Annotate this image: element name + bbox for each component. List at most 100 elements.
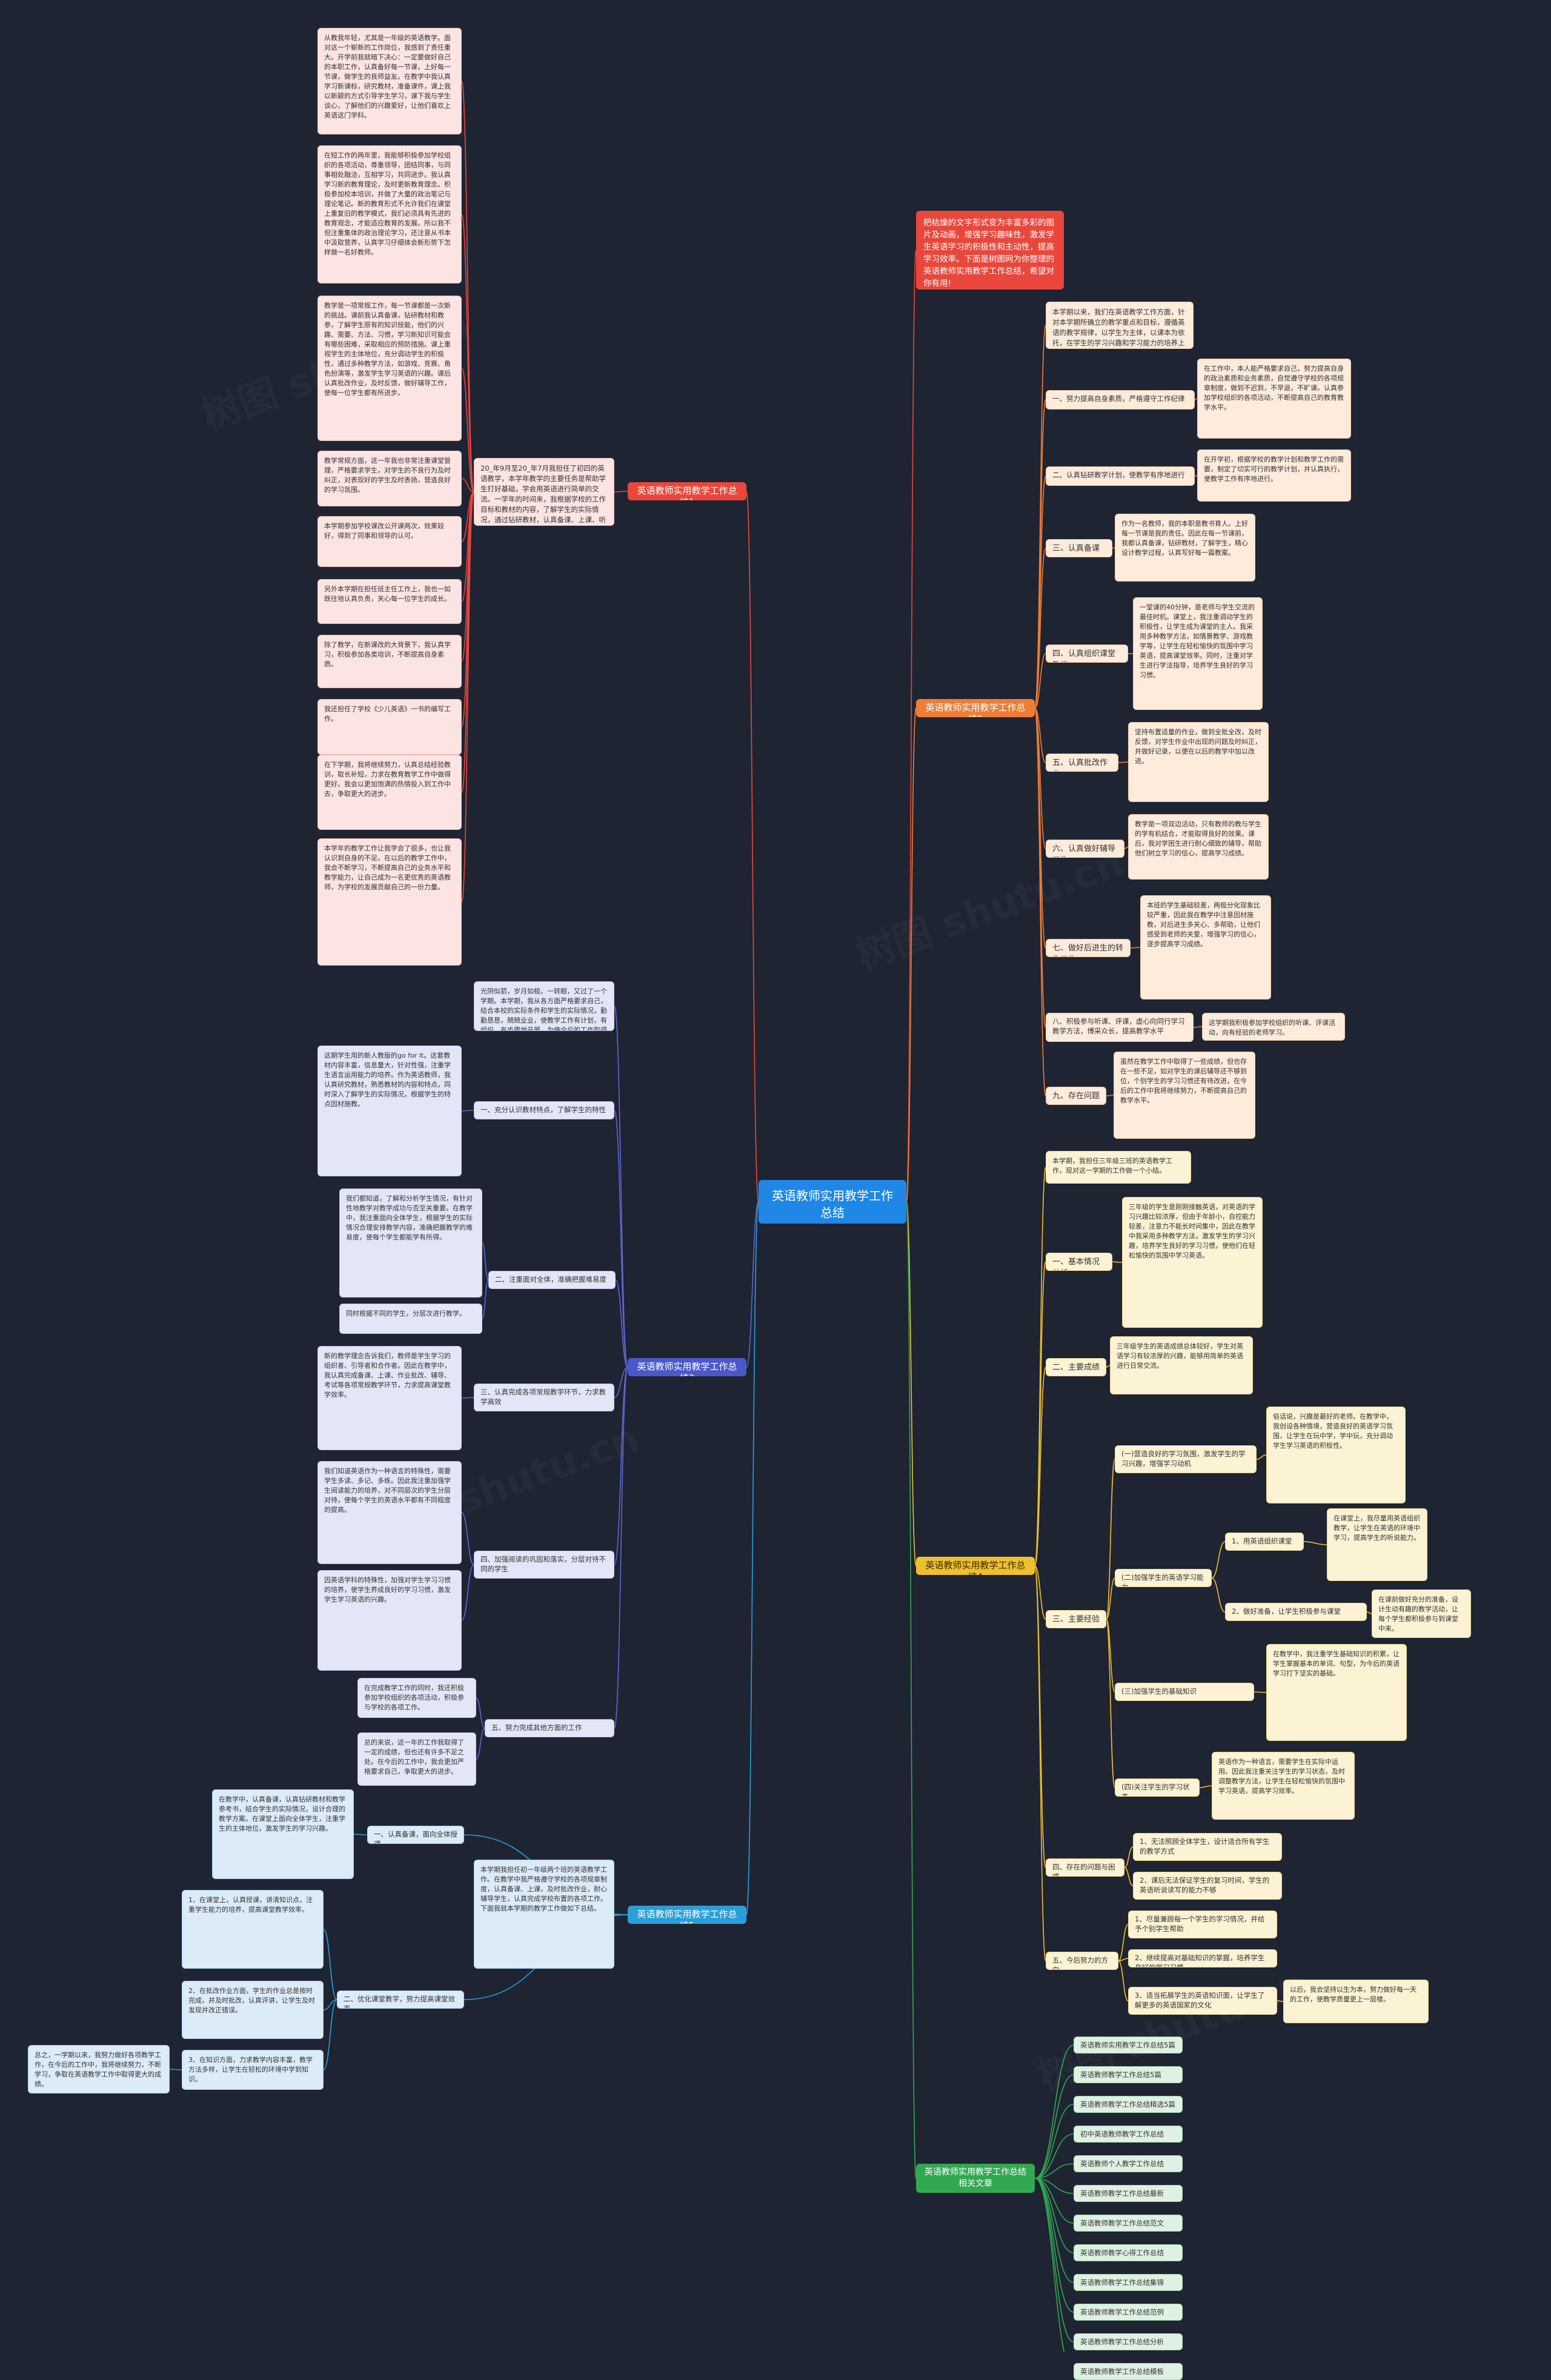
branch-2-item-detail[interactable]: 在开学初，根据学校的教学计划和教学工作的需要，制定了切实可行的教学计划，并认真执…	[1197, 449, 1351, 502]
branch-2-title[interactable]: 英语教师实用教学工作总结2	[916, 699, 1035, 717]
branch-2-item[interactable]: 七、做好后进生的转化工作	[1046, 939, 1131, 957]
branch-4-subsubitem-detail[interactable]: 在课堂上，我尽量用英语组织教学，让学生在英语的环境中学习，提高学生的听说能力。	[1327, 1508, 1427, 1581]
branch-3-item[interactable]: 一、充分认识教材特点，了解学生的特性	[474, 1101, 614, 1119]
branch-1-detail[interactable]: 我还担任了学校《少儿英语》一书的编写工作。	[317, 699, 462, 755]
branch-4-subitem[interactable]: (四)关注学生的学习状态	[1115, 1778, 1200, 1797]
branch-3-item-detail[interactable]: 在完成教学工作的同时，我还积极参加学校组织的各项活动，积极参与学校的各项工作。	[357, 1678, 476, 1718]
branch-4-subitem[interactable]: (二)加强学生的英语学习能力	[1115, 1569, 1212, 1587]
branch-1-detail[interactable]: 除了教学，在新课改的大背景下，我认真学习，积极参加各类培训，不断提高自身素质。	[317, 635, 462, 688]
branch-4-subsubitem-detail[interactable]: 在课前做好充分的准备，设计生动有趣的教学活动，让每个学生都积极参与到课堂中来。	[1372, 1589, 1471, 1638]
branch-1-detail[interactable]: 在短工作的两年里，我能够积极参加学校组织的各项活动，尊重领导，团结同事，与同事相…	[317, 145, 462, 283]
branch-4-subsubitem[interactable]: 2、做好准备，让学生积极参与课堂	[1225, 1603, 1367, 1621]
branch-3-item-detail[interactable]: 同时根据不同的学生，分层次进行教学。	[339, 1304, 482, 1334]
branch-4-subitem[interactable]: 2、课后无法保证学生的复习时间，学生的英语听说读写的能力不够	[1133, 1872, 1282, 1900]
branch-3-item-detail[interactable]: 我们都知道，了解和分析学生情况，有针对性地教学对教学成功与否至关重要。在教学中，…	[339, 1188, 482, 1298]
branch-4-subitem-detail[interactable]: 英语作为一种语言，需要学生在实际中运用。因此我注重关注学生的学习状态，及时调整教…	[1212, 1752, 1355, 1820]
branch-4-subitem[interactable]: (三)加强学生的基础知识	[1115, 1683, 1254, 1701]
branch-4-subitem-detail[interactable]: 以后，我会坚持以生为本，努力做好每一天的工作，使教学质量更上一层楼。	[1283, 1980, 1429, 2023]
branch-4-item-detail[interactable]: 三年级学生的英语成绩总体较好，学生对英语学习有较浓厚的兴趣，能够用简单的英语进行…	[1110, 1336, 1253, 1394]
branch-5-title[interactable]: 英语教师实用教学工作总结5	[628, 1906, 746, 1924]
branch-3-title[interactable]: 英语教师实用教学工作总结3	[628, 1358, 746, 1376]
branch-3-item-detail[interactable]: 我们知道英语作为一种语言的特殊性，需要学生多读、多记、多练。因此我注重加强学生阅…	[317, 1461, 462, 1564]
branch-2-item-detail[interactable]: 本班的学生基础较差，两极分化现象比较严重，因此我在教学中注意因材施教，对后进生多…	[1140, 895, 1271, 999]
branch-5-summary[interactable]: 本学期我担任初一年级两个班的英语教学工作。在教学中我严格遵守学校的各项规章制度，…	[474, 1860, 614, 1969]
branch-2-item[interactable]: 一、努力提高自身素质，严格遵守工作纪律	[1046, 390, 1195, 409]
branch-5-item[interactable]: 二、优化课堂教学，努力提高课堂效率	[337, 1991, 464, 2009]
branch-2-item[interactable]: 五、认真批改作业	[1046, 754, 1118, 772]
branch-3-summary[interactable]: 光阴似箭，岁月如梭。一转眼，又过了一个学期。本学期，我从各方面严格要求自己，结合…	[474, 981, 614, 1031]
branch-4-summary[interactable]: 本学期，我担任三年级三班的英语教学工作，现对这一学期的工作做一个小结。	[1046, 1151, 1191, 1184]
branch-2-item-detail[interactable]: 一堂课的40分钟，是老师与学生交流的最佳时机。课堂上，我注重调动学生的积极性，让…	[1133, 597, 1263, 710]
connector-line	[476, 1728, 485, 1760]
branch-6-title[interactable]: 英语教师实用教学工作总结相关文章	[916, 2164, 1035, 2193]
branch-4-item-detail[interactable]: 三年级的学生是刚刚接触英语，对英语的学习兴趣比较浓厚，但由于年龄小，自控能力较差…	[1122, 1197, 1263, 1328]
branch-2-item[interactable]: 三、认真备课	[1046, 539, 1112, 557]
branch-1-detail[interactable]: 另外本学期在担任班主任工作上，我也一如既往地认真负责，关心每一位学生的成长。	[317, 579, 462, 624]
branch-3-item-detail[interactable]: 新的教学理念告诉我们，教师是学生学习的组织者、引导者和合作者。因此在教学中，我认…	[317, 1346, 462, 1450]
branch-4-item[interactable]: 一、基本情况分析	[1046, 1253, 1112, 1271]
branch-1-detail[interactable]: 教学是一项常规工作，每一节课都是一次新的挑战。课前我认真备课，钻研教材和教参，了…	[317, 296, 462, 441]
root-topic[interactable]: 英语教师实用教学工作总结	[759, 1180, 906, 1224]
related-article-link[interactable]: 英语教师教学工作总结最新	[1074, 2185, 1183, 2202]
branch-4-title[interactable]: 英语教师实用教学工作总结4	[916, 1557, 1035, 1575]
branch-2-item-detail[interactable]: 虽然在教学工作中取得了一些成绩，但也存在一些不足，如对学生的课后辅导还不够到位，…	[1114, 1052, 1255, 1139]
branch-2-item-detail[interactable]: 作为一名教师，我的本职是教书育人。上好每一节课是我的责任。因此在每一节课前，我都…	[1115, 514, 1255, 582]
related-article-link[interactable]: 英语教师教学工作总结精选5篇	[1074, 2096, 1183, 2113]
branch-4-subitem[interactable]: (一)营造良好的学习氛围，激发学生的学习兴趣，增强学习动机	[1115, 1445, 1257, 1473]
branch-5-item-detail[interactable]: 2、在批改作业方面，学生的作业总是按时完成，并及时批改，认真评讲，让学生及时发现…	[182, 1981, 324, 2039]
related-article-link[interactable]: 英语教师教学工作总结范文	[1074, 2215, 1183, 2232]
branch-1-detail[interactable]: 从教我年轻，尤其是一年级的英语教学。面对这一个崭新的工作岗位，我感到了责任重大。…	[317, 28, 462, 134]
branch-4-item[interactable]: 二、主要成绩	[1046, 1358, 1106, 1376]
branch-1-summary[interactable]: 20_年9月至20_年7月我担任了初四的英语教学，本学年教学的主要任务是帮助学生…	[474, 458, 614, 526]
branch-3-item[interactable]: 五、努力完成其他方面的工作	[485, 1719, 614, 1737]
branch-4-item[interactable]: 五、今后努力的方向	[1046, 1952, 1118, 1970]
branch-3-item-detail[interactable]: 总的来说，这一年的工作我取得了一定的成绩，但也还有许多不足之处。在今后的工作中，…	[357, 1732, 476, 1786]
related-article-link[interactable]: 英语教师实用教学工作总结5篇	[1074, 2037, 1183, 2053]
branch-4-item[interactable]: 三、主要经验	[1046, 1610, 1106, 1628]
branch-3-item-detail[interactable]: 因英语学科的特殊性，加强对学生学习习惯的培养，使学生养成良好的学习习惯，激发学生…	[317, 1570, 462, 1671]
branch-4-subsubitem[interactable]: 1、用英语组织课堂	[1225, 1533, 1304, 1551]
branch-3-item[interactable]: 二、注重面对全体，准确把握难易度	[488, 1271, 616, 1289]
branch-2-item-detail[interactable]: 教学是一项双边活动，只有教师的教与学生的学有机结合，才能取得良好的效果。课后，我…	[1128, 814, 1269, 880]
related-article-link[interactable]: 英语教师教学工作总结5篇	[1074, 2066, 1183, 2083]
intro-note[interactable]: 把枯燥的文字形式变为丰富多彩的图片及动画，增强学习趣味性，激发学生英语学习的积极…	[916, 211, 1064, 290]
related-article-link[interactable]: 英语教师个人教学工作总结	[1074, 2155, 1183, 2172]
branch-4-subitem-detail[interactable]: 在教学中，我注重学生基础知识的积累，让学生掌握基本的单词、句型，为今后的英语学习…	[1266, 1644, 1407, 1741]
branch-1-detail[interactable]: 本学年的教学工作让我学会了很多，也让我认识到自身的不足。在以后的教学工作中，我会…	[317, 838, 462, 966]
branch-2-summary[interactable]: 本学期以来，我们在英语教学工作方面，针对本学期所确立的教学重点和目标，遵循英语的…	[1046, 302, 1194, 349]
related-article-link[interactable]: 英语教师教学心得工作总结	[1074, 2244, 1183, 2261]
branch-2-item-detail[interactable]: 坚持布置适量的作业，做到全批全改，及时反馈，对学生作业中出现的问题及时纠正，并做…	[1128, 722, 1269, 802]
branch-3-item-detail[interactable]: 这期学生用的新人教版的go for it。这套教材内容丰富，信息量大，针对性强，…	[317, 1046, 462, 1176]
branch-4-subitem[interactable]: 1、尽量兼顾每一个学生的学习情况，并给予个别学生帮助	[1128, 1911, 1277, 1938]
branch-1-detail[interactable]: 在下学期，我将继续努力，认真总结经验教训，取长补短，力求在教育教学工作中做得更好…	[317, 755, 462, 830]
branch-5-item[interactable]: 一、认真备课，面向全体授课	[367, 1826, 464, 1844]
branch-3-item[interactable]: 四、加强阅读的巩固和落实，分层对待不同的学生	[474, 1551, 614, 1579]
related-article-link[interactable]: 英语教师教学工作总结集锦	[1074, 2274, 1183, 2291]
branch-3-item[interactable]: 三、认真完成各项常规教学环节，力求教学高效	[474, 1384, 614, 1411]
branch-1-detail[interactable]: 本学期参加学校课改公开课两次，效果较好，得到了同事和领导的认可。	[317, 516, 462, 567]
branch-2-item[interactable]: 九、存在问题	[1046, 1087, 1106, 1105]
connector-line	[614, 1367, 628, 1729]
branch-2-item[interactable]: 四、认真组织课堂教学	[1046, 645, 1128, 663]
related-article-link[interactable]: 英语教师教学工作总结模板	[1074, 2363, 1183, 2380]
branch-2-item[interactable]: 八、积极参与听课、评课，虚心向同行学习教学方法，博采众长，提高教学水平	[1046, 1013, 1194, 1042]
related-article-link[interactable]: 英语教师教学工作总结范例	[1074, 2304, 1183, 2321]
branch-2-item[interactable]: 二、认真钻研教学计划，使教学有序地进行	[1046, 466, 1195, 486]
branch-1-title[interactable]: 英语教师实用教学工作总结1	[628, 482, 746, 500]
branch-5-note[interactable]: 3、在知识方面，力求教学内容丰富，教学方法多样，让学生在轻松的环境中学到知识。	[182, 2050, 324, 2090]
branch-4-subitem[interactable]: 3、适当拓展学生的英语知识面，让学生了解更多的英语国家的文化	[1128, 1987, 1277, 2015]
branch-2-item-detail[interactable]: 在工作中，本人能严格要求自己，努力提高自身的政治素质和业务素质，自觉遵守学校的各…	[1197, 359, 1351, 439]
branch-1-detail[interactable]: 教学常规方面，这一年我也非常注重课堂管理，严格要求学生，对学生的不良行为及时纠正…	[317, 451, 462, 506]
branch-5-conclusion[interactable]: 总之，一学期以来，我努力做好各项教学工作，在今后的工作中，我将继续努力，不断学习…	[28, 2045, 170, 2093]
branch-4-subitem[interactable]: 1、无法照顾全体学生，设计适合所有学生的教学方式	[1133, 1833, 1282, 1861]
branch-5-item-detail[interactable]: 1、在课堂上，认真授课，讲清知识点，注重学生能力的培养，提高课堂教学效率。	[182, 1890, 324, 1969]
branch-5-item-detail[interactable]: 在教学中，认真备课，认真钻研教材和教学参考书，结合学生的实际情况，设计合理的教学…	[212, 1789, 354, 1879]
related-article-link[interactable]: 初中英语教师教学工作总结	[1074, 2126, 1183, 2143]
related-article-link[interactable]: 英语教师教学工作总结分析	[1074, 2333, 1183, 2350]
branch-4-subitem-detail[interactable]: 俗话说，兴趣是最好的老师。在教学中，我创设各种情境，营造良好的英语学习氛围，让学…	[1266, 1407, 1406, 1503]
branch-2-item-detail[interactable]: 这学期我积极参加学校组织的听课、评课活动，向有经验的老师学习。	[1202, 1013, 1345, 1041]
branch-2-item[interactable]: 六、认真做好辅导工作	[1046, 840, 1124, 858]
branch-4-subitem[interactable]: 2、继续提高对基础知识的掌握，培养学生良好的学习习惯	[1128, 1949, 1277, 1967]
branch-4-item[interactable]: 四、存在的问题与困惑	[1046, 1858, 1124, 1877]
connector-line	[1034, 2163, 1074, 2179]
